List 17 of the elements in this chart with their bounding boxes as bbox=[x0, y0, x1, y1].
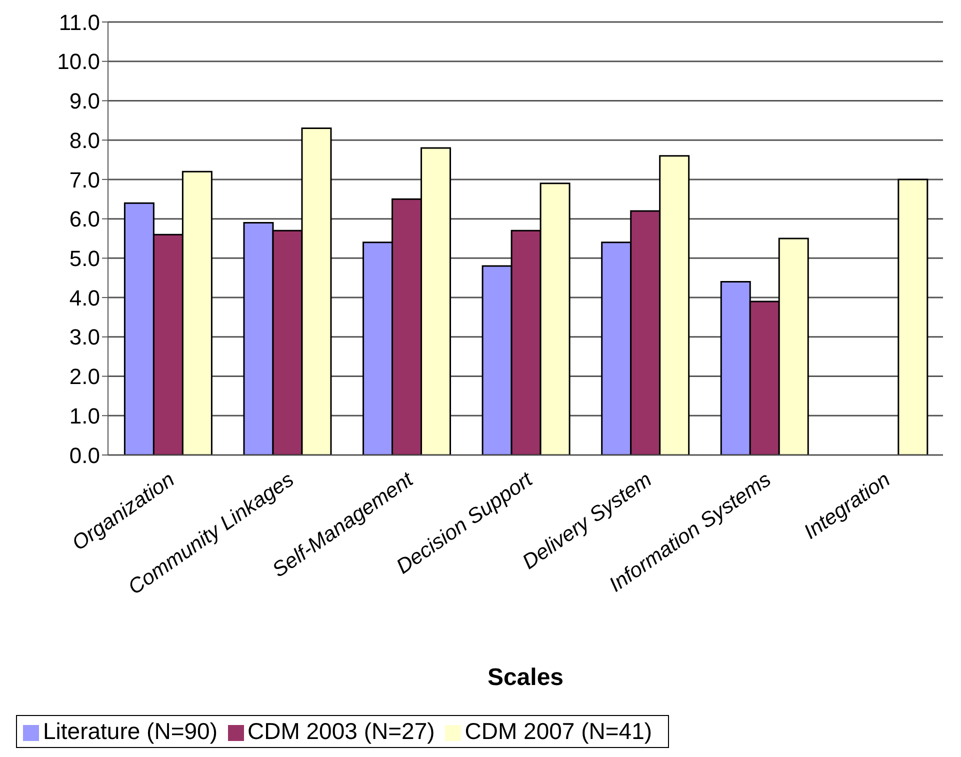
y-tick-label: 1.0 bbox=[69, 403, 100, 428]
y-tick-label: 0.0 bbox=[69, 442, 100, 468]
x-axis-title: Scales bbox=[487, 664, 564, 691]
y-tick-label: 9.0 bbox=[69, 88, 100, 114]
y-tick-label: 10.0 bbox=[57, 49, 100, 74]
y-tick-label: 7.0 bbox=[69, 167, 100, 192]
y-tick-label: 5.0 bbox=[69, 246, 100, 271]
y-tick-label: 8.0 bbox=[69, 128, 100, 153]
y-tick-label: 3.0 bbox=[69, 324, 100, 350]
legend-label: CDM 2007 (N=41) bbox=[464, 718, 652, 744]
y-tick-label: 4.0 bbox=[69, 285, 100, 310]
y-tick-label: 6.0 bbox=[69, 206, 100, 232]
y-tick-label: 2.0 bbox=[69, 364, 100, 390]
legend-label: Literature (N=90) bbox=[43, 718, 218, 744]
legend-label: CDM 2003 (N=27) bbox=[248, 718, 435, 744]
y-tick-label: 11.0 bbox=[58, 10, 100, 35]
bar bbox=[898, 178, 928, 455]
